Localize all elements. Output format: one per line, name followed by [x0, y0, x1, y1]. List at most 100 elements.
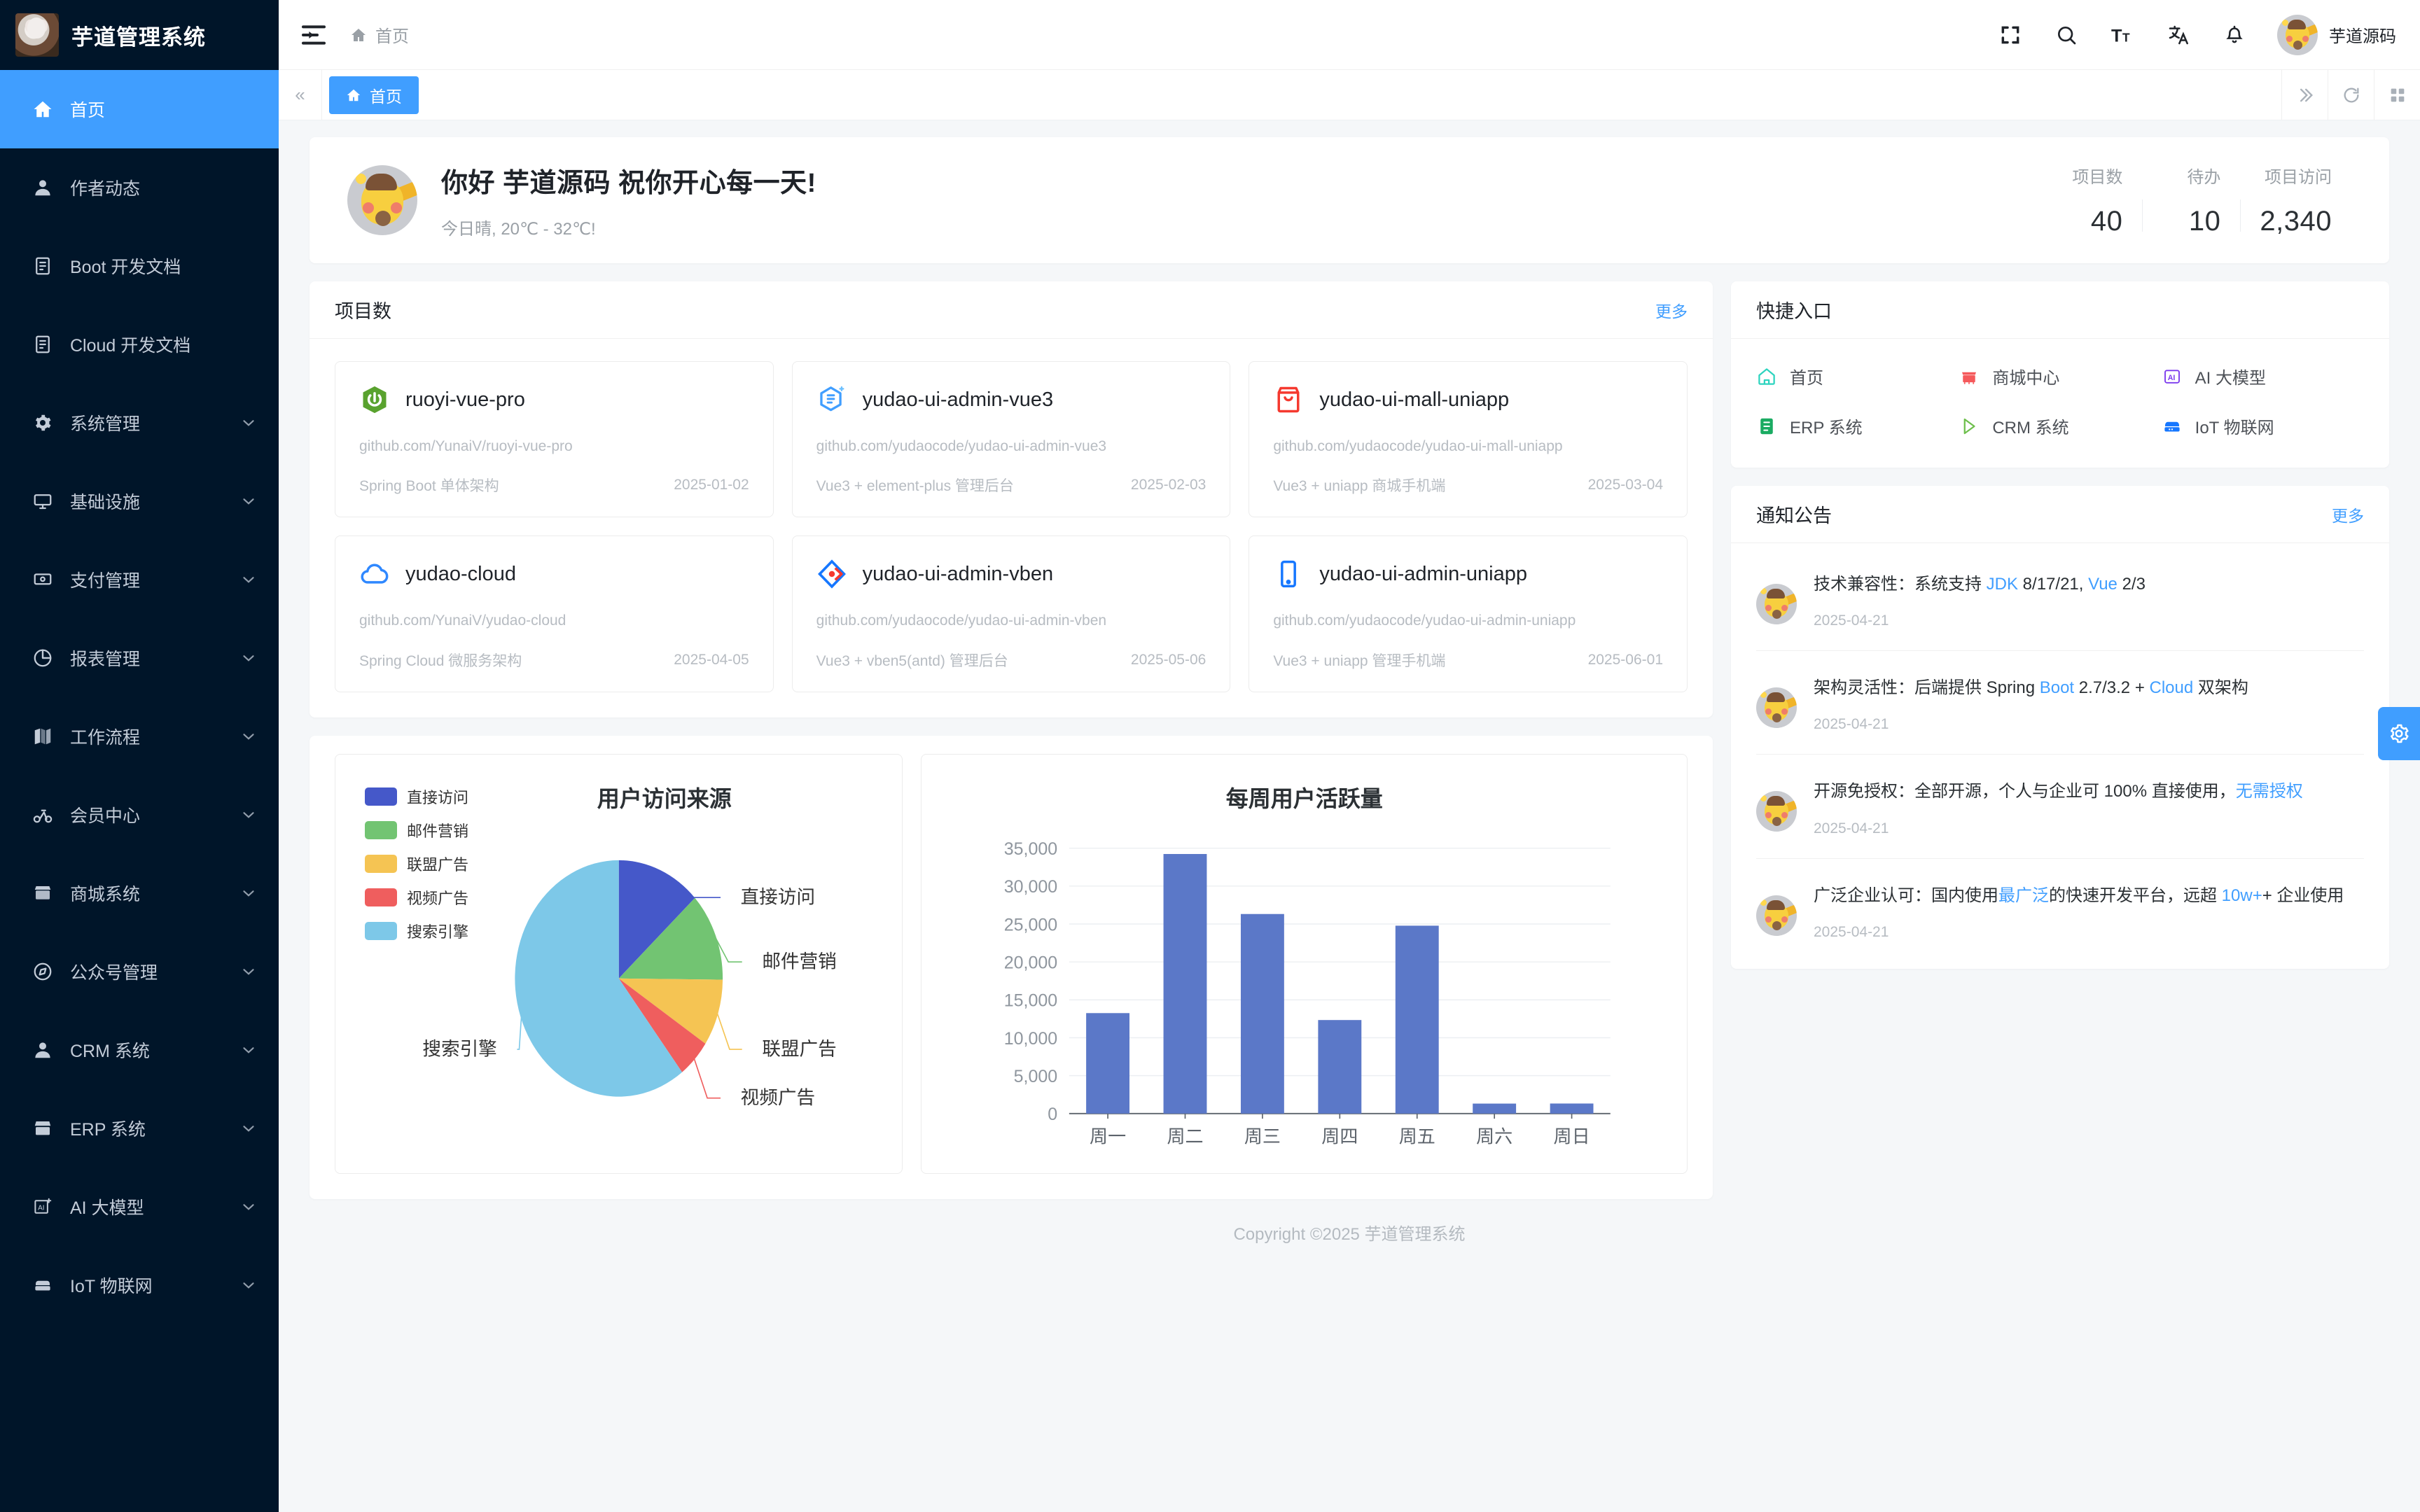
project-card[interactable]: yudao-ui-admin-vue3 github.com/yudaocode/… [791, 361, 1231, 518]
quick-entry-item[interactable]: AI AI 大模型 [2162, 364, 2364, 388]
refresh-icon[interactable] [2328, 70, 2374, 120]
pie-slice[interactable] [618, 897, 723, 980]
pie-slice[interactable] [515, 860, 683, 1097]
notice-body: 开源免授权：全部开源，个人与企业可 100% 直接使用，无需授权 2025-04-… [1814, 778, 2364, 836]
pie-legend-item[interactable]: 直接访问 [365, 785, 468, 808]
search-icon[interactable] [2054, 23, 2078, 47]
pie-legend-item[interactable]: 视频广告 [365, 886, 468, 909]
sidebar-item-10[interactable]: 会员中心 [0, 776, 279, 854]
quick-entry-item[interactable]: IoT 物联网 [2162, 414, 2364, 438]
translate-icon[interactable] [2167, 23, 2190, 47]
bar[interactable] [1318, 1019, 1362, 1114]
sidebar-item-8[interactable]: 报表管理 [0, 619, 279, 697]
notice-item[interactable]: 架构灵活性：后端提供 Spring Boot 2.7/3.2 + Cloud 双… [1756, 651, 2364, 755]
quick-entry-item[interactable]: ERP 系统 [1756, 414, 1959, 438]
sidebar-item-4[interactable]: Cloud 开发文档 [0, 305, 279, 384]
notice-date: 2025-04-21 [1814, 716, 1889, 733]
project-date: 2025-03-04 [1587, 477, 1663, 493]
mall-bag-icon [1273, 384, 1304, 415]
projects-card-header: 项目数 更多 [310, 281, 1713, 339]
notice-item[interactable]: 广泛企业认可：国内使用最广泛的快速开发平台，远超 10w++ 企业使用 2025-… [1756, 859, 2364, 962]
project-desc: Vue3 + uniapp 商城手机端 [1273, 478, 1446, 495]
bar[interactable] [1473, 1103, 1517, 1114]
tab-home[interactable]: 首页 [329, 76, 419, 114]
sidebar-item-1[interactable]: 首页 [0, 70, 279, 148]
sidebar-item-14[interactable]: ERP 系统 [0, 1089, 279, 1168]
sidebar-item-12[interactable]: 公众号管理 [0, 932, 279, 1011]
pie-slice[interactable] [618, 978, 706, 1072]
bar[interactable] [1550, 1103, 1594, 1114]
sidebar-item-6[interactable]: 基础设施 [0, 462, 279, 540]
legend-swatch [365, 888, 397, 906]
bar[interactable] [1086, 1013, 1130, 1114]
notice-date: 2025-04-21 [1814, 923, 1889, 940]
pie-slice[interactable] [618, 860, 695, 979]
sidebar-item-7[interactable]: 支付管理 [0, 540, 279, 619]
chevron-down-icon [239, 727, 258, 746]
chevron-double-right-icon[interactable] [2281, 70, 2328, 120]
stat-2: 待办 10 [2142, 163, 2240, 237]
settings-fab-button[interactable] [2378, 707, 2420, 760]
sidebar-item-3[interactable]: Boot 开发文档 [0, 227, 279, 305]
vben-icon [816, 559, 847, 589]
quick-entry-item[interactable]: 商城中心 [1959, 364, 2161, 388]
sidebar-item-2[interactable]: 作者动态 [0, 148, 279, 227]
breadcrumb[interactable]: 首页 [350, 22, 409, 47]
bar[interactable] [1163, 853, 1207, 1114]
sidebar-item-11[interactable]: 商城系统 [0, 854, 279, 932]
sidebar-item-15[interactable]: AI AI 大模型 [0, 1168, 279, 1246]
bar[interactable] [1241, 913, 1285, 1114]
member-icon [32, 804, 53, 825]
shop-icon [32, 883, 53, 904]
x-axis-label: 周日 [1554, 1126, 1590, 1147]
bar[interactable] [1396, 925, 1440, 1114]
pie-legend-item[interactable]: 搜索引擎 [365, 920, 468, 942]
right-column: 快捷入口 首页 商城中心 AI AI 大模型 ERP 系统 CRM 系统 IoT 物联网 通… [1731, 281, 2389, 969]
ai-badge-icon: AI [2162, 366, 2183, 387]
chevron-down-icon [239, 1119, 258, 1138]
compass-icon [32, 961, 53, 982]
chevron-down-icon [239, 962, 258, 981]
notices-more-link[interactable]: 更多 [2332, 506, 2364, 525]
bell-icon[interactable] [2223, 23, 2246, 47]
sidebar-logo[interactable]: 芋道管理系统 [0, 0, 279, 70]
ai-icon: AI [32, 1196, 53, 1217]
project-card[interactable]: ruoyi-vue-pro github.com/YunaiV/ruoyi-vue… [335, 361, 774, 518]
legend-label: 搜索引擎 [407, 923, 469, 941]
notice-item[interactable]: 技术兼容性：系统支持 JDK 8/17/21, Vue 2/3 2025-04-2… [1756, 547, 2364, 652]
project-card[interactable]: yudao-ui-admin-vben github.com/yudaocode/… [791, 536, 1231, 692]
project-card[interactable]: yudao-cloud github.com/YunaiV/yudao-cloud… [335, 536, 774, 692]
crm-user-icon [32, 1040, 53, 1060]
project-name: yudao-ui-admin-vue3 [862, 388, 1054, 411]
quick-entry-item[interactable]: 首页 [1756, 364, 1959, 388]
pie-slice[interactable] [618, 978, 723, 1044]
project-footer: Spring Boot 单体架构 2025-01-02 [359, 475, 749, 496]
project-footer: Vue3 + element-plus 管理后台 2025-02-03 [816, 475, 1206, 496]
quick-entry-item[interactable]: CRM 系统 [1959, 414, 2161, 438]
mall-icon [1959, 366, 1980, 387]
welcome-banner: 你好 芋道源码 祝你开心每一天! 今日晴, 20℃ - 32℃! 项目数 40 待办… [310, 137, 2389, 263]
project-card[interactable]: yudao-ui-mall-uniapp github.com/yudaocode… [1249, 361, 1688, 518]
banner-text: 你好 芋道源码 祝你开心每一天! 今日晴, 20℃ - 32℃! [441, 161, 2044, 239]
pie-slice-label: 直接访问 [741, 886, 815, 907]
project-date: 2025-05-06 [1130, 651, 1206, 668]
iot-server-icon [2162, 416, 2183, 437]
fullscreen-icon[interactable] [1998, 23, 2022, 47]
notice-item[interactable]: 开源免授权：全部开源，个人与企业可 100% 直接使用，无需授权 2025-04-… [1756, 755, 2364, 859]
y-axis-tick: 25,000 [1004, 915, 1057, 934]
project-card[interactable]: yudao-ui-admin-uniapp github.com/yudaocod… [1249, 536, 1688, 692]
sidebar-item-5[interactable]: 系统管理 [0, 384, 279, 462]
user-menu[interactable]: 芋道源码 [2277, 14, 2396, 55]
pie-legend-item[interactable]: 邮件营销 [365, 819, 468, 841]
tab-scroll-left-icon[interactable]: « [279, 70, 322, 120]
projects-more-link[interactable]: 更多 [1655, 302, 1688, 321]
sidebar-item-13[interactable]: CRM 系统 [0, 1011, 279, 1089]
menu-collapse-icon[interactable] [300, 21, 328, 49]
pie-legend-item[interactable]: 联盟广告 [365, 853, 468, 875]
grid-icon[interactable] [2374, 70, 2420, 120]
left-column: 项目数 更多 ruoyi-vue-pro github.com/YunaiV/ru… [310, 281, 1713, 1199]
sidebar-item-16[interactable]: IoT 物联网 [0, 1246, 279, 1324]
notices-list: 技术兼容性：系统支持 JDK 8/17/21, Vue 2/3 2025-04-2… [1731, 543, 2389, 969]
sidebar-item-9[interactable]: 工作流程 [0, 697, 279, 776]
